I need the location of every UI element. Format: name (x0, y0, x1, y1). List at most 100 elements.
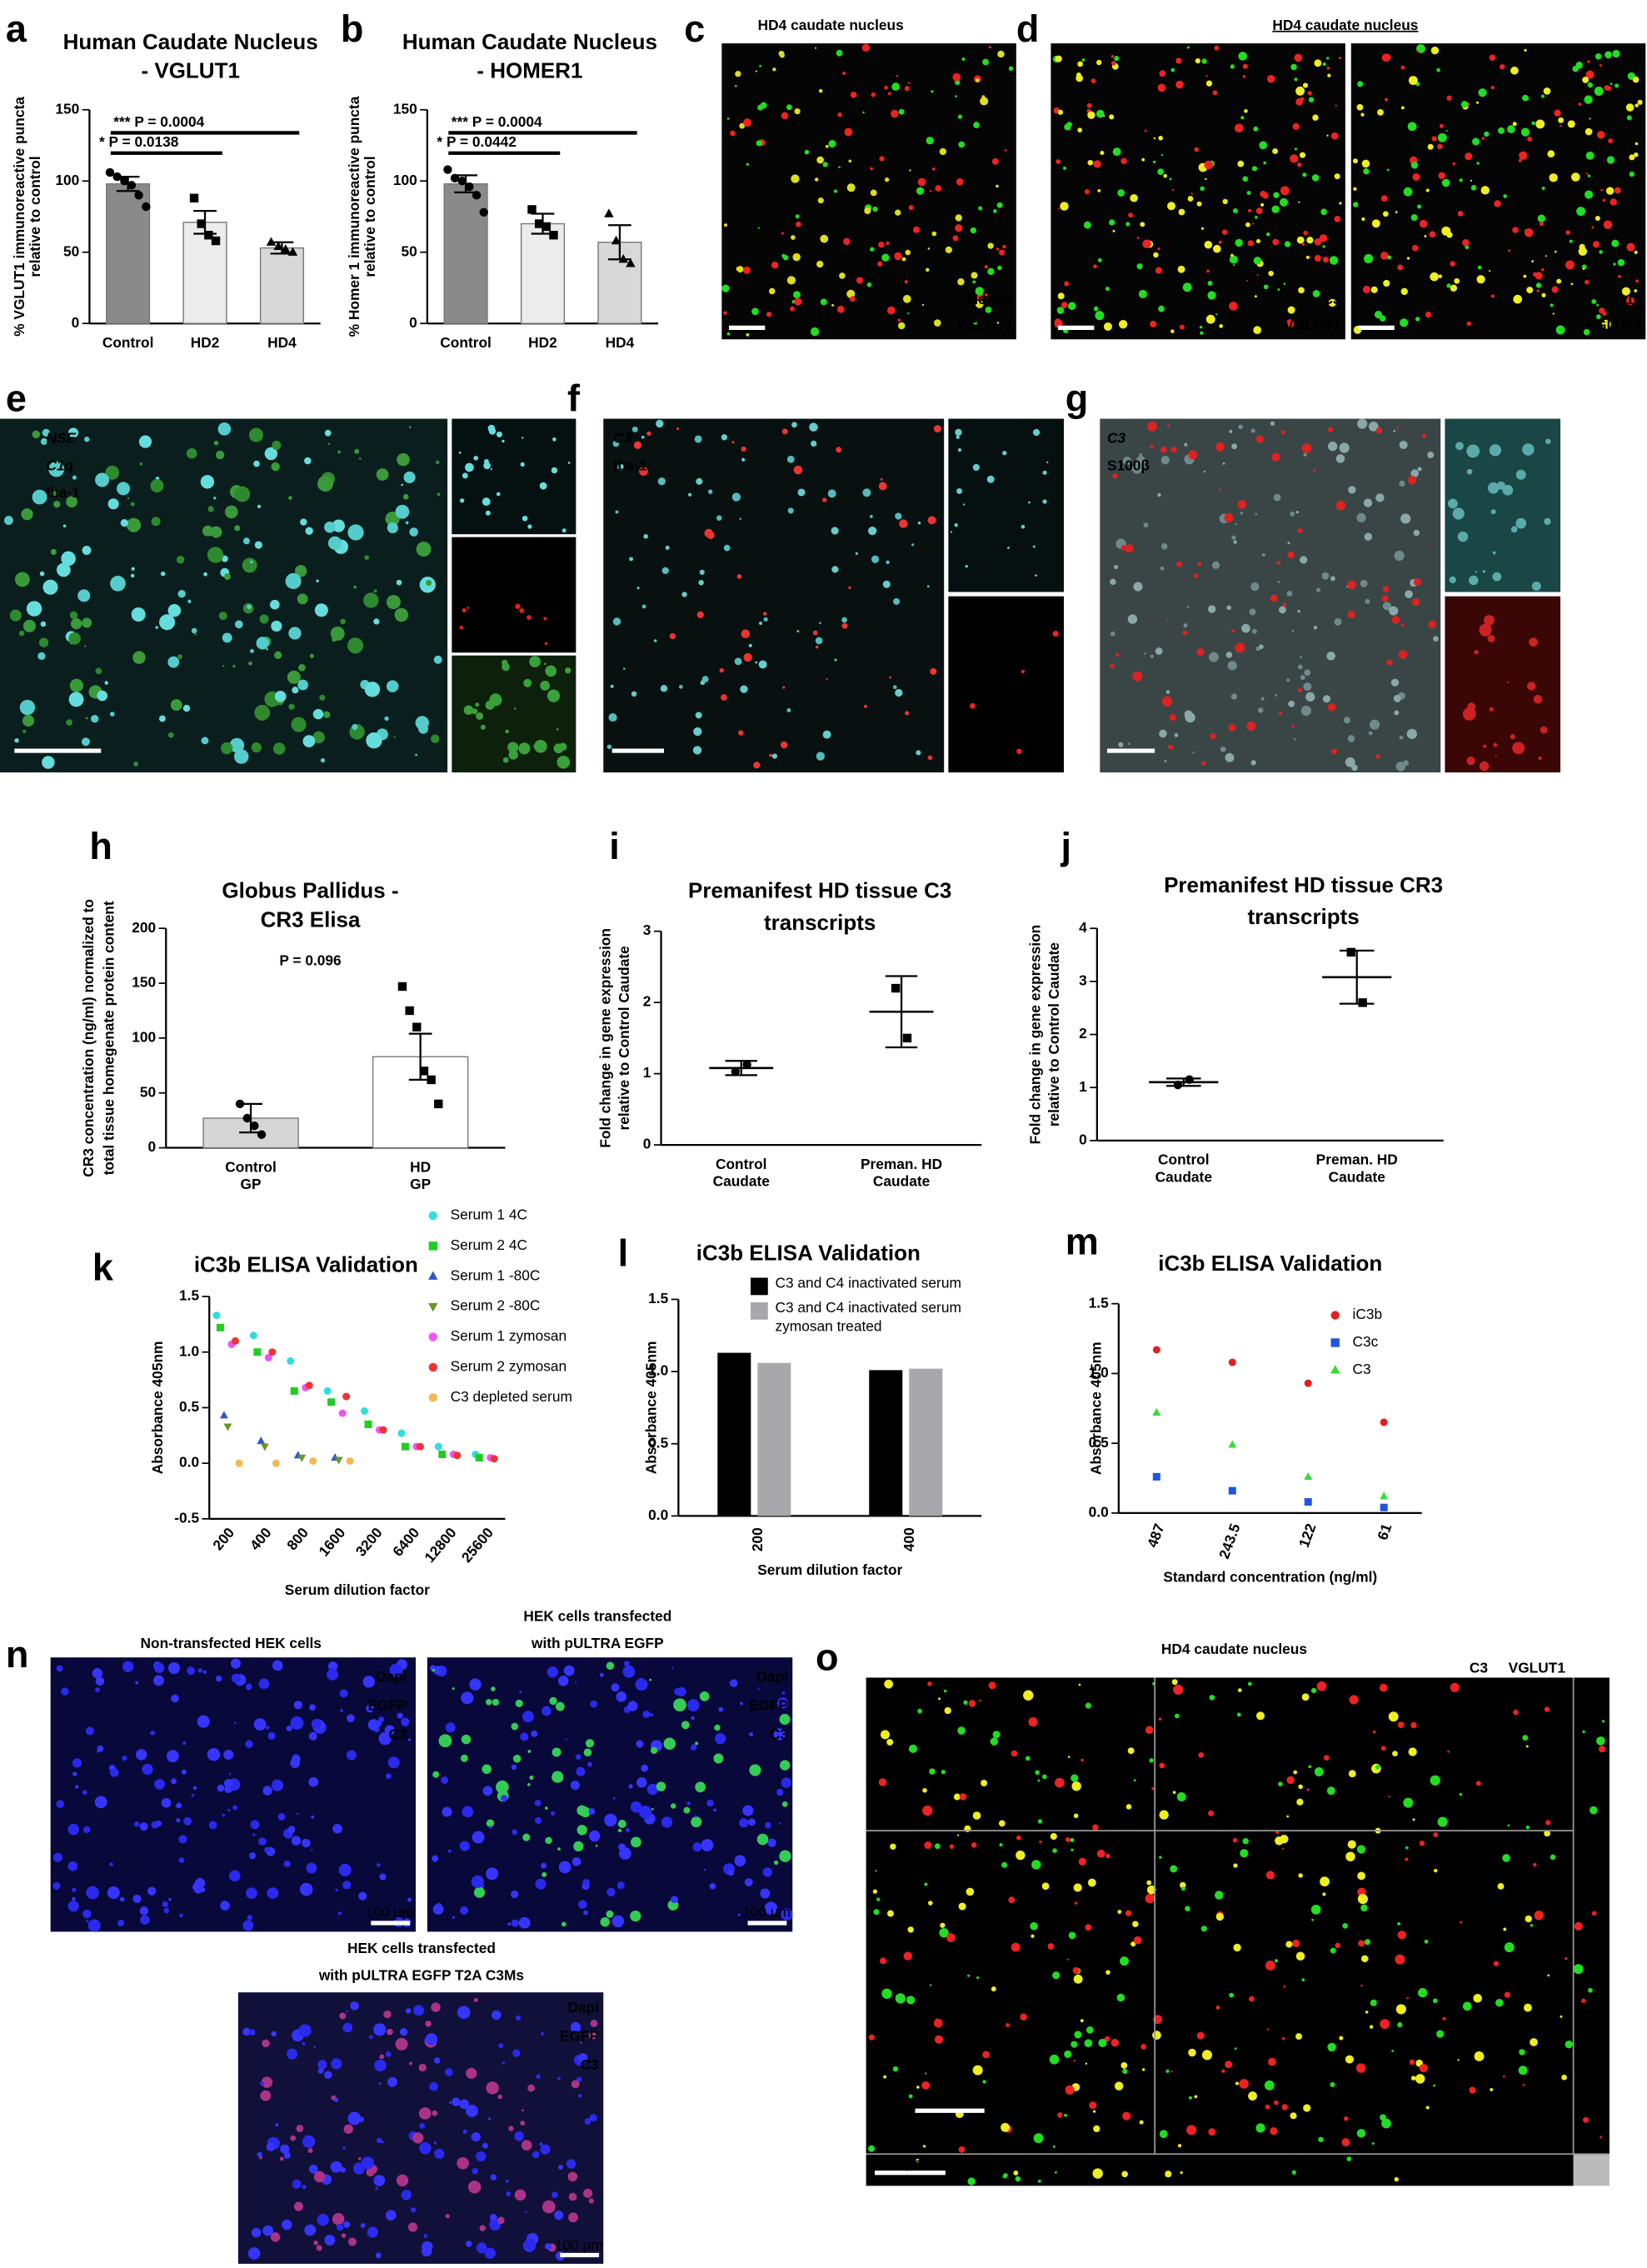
puncta (346, 1750, 357, 1761)
puncta (1215, 313, 1218, 316)
puncta (1525, 1745, 1529, 1748)
puncta (1605, 51, 1613, 59)
puncta (1538, 756, 1542, 761)
puncta (1261, 552, 1265, 557)
puncta (480, 724, 486, 730)
puncta (1201, 2050, 1213, 2061)
puncta (395, 504, 410, 519)
puncta (1276, 561, 1281, 566)
puncta (519, 607, 525, 613)
puncta (656, 1781, 666, 1791)
x-tick-label: Control (716, 1156, 767, 1172)
puncta (794, 297, 802, 306)
puncta (1272, 148, 1279, 154)
puncta (40, 437, 47, 445)
puncta (1301, 1978, 1305, 1981)
puncta (1140, 2044, 1146, 2050)
puncta (1524, 48, 1527, 52)
puncta (599, 1672, 604, 1677)
puncta (1231, 535, 1236, 541)
puncta (1225, 752, 1235, 762)
puncta (69, 678, 84, 692)
puncta (1329, 256, 1339, 265)
puncta (1429, 231, 1436, 238)
puncta (927, 1681, 932, 1686)
puncta (1526, 287, 1534, 294)
puncta (1214, 45, 1220, 51)
puncta (1179, 324, 1185, 330)
puncta (782, 686, 786, 689)
puncta (532, 2151, 540, 2159)
puncta (837, 112, 842, 117)
puncta (1467, 702, 1476, 711)
puncta (1479, 761, 1490, 772)
puncta (1074, 2031, 1082, 2039)
puncta (1215, 1912, 1225, 1921)
puncta (1160, 153, 1163, 157)
point (434, 1099, 443, 1109)
puncta (1286, 678, 1290, 682)
puncta (706, 531, 715, 540)
puncta (19, 699, 36, 716)
puncta (1450, 261, 1455, 267)
puncta (925, 2072, 927, 2075)
puncta (1410, 162, 1419, 169)
puncta (1515, 517, 1527, 529)
y-tick-label: 0.5 (179, 1398, 199, 1415)
puncta (1410, 469, 1420, 477)
puncta (1309, 257, 1311, 259)
puncta (971, 1842, 977, 1848)
puncta (641, 435, 645, 439)
puncta (878, 482, 887, 491)
puncta (1370, 719, 1380, 730)
puncta (1200, 1926, 1207, 1932)
puncta (1510, 526, 1518, 533)
puncta (1188, 450, 1198, 460)
puncta (467, 2181, 482, 2194)
puncta (1419, 2063, 1428, 2073)
puncta (486, 1699, 492, 1706)
puncta (1589, 117, 1591, 120)
bar (443, 182, 488, 324)
puncta (973, 321, 977, 326)
puncta (862, 111, 865, 114)
puncta (1428, 620, 1436, 628)
puncta (982, 58, 989, 66)
puncta (1165, 2171, 1172, 2178)
puncta (1381, 595, 1389, 602)
puncta (895, 209, 901, 216)
puncta (313, 2046, 317, 2049)
puncta (931, 231, 937, 237)
puncta (944, 1706, 951, 1715)
puncta (1479, 623, 1492, 637)
puncta (561, 528, 566, 533)
puncta (1513, 294, 1523, 304)
puncta (1127, 742, 1130, 745)
puncta (488, 427, 497, 435)
puncta (254, 704, 271, 721)
puncta (376, 2137, 382, 2144)
puncta (462, 472, 468, 479)
puncta (272, 440, 282, 450)
puncta (1507, 125, 1515, 133)
y-axis-label: Absorbance 405nm (643, 1341, 660, 1475)
x-tick-label: Control (440, 334, 492, 351)
puncta (846, 289, 856, 298)
puncta (366, 2168, 375, 2177)
puncta (676, 427, 680, 431)
puncta (1439, 123, 1444, 128)
puncta (846, 183, 856, 192)
puncta (723, 544, 731, 552)
y-tick-label: 150 (55, 100, 79, 117)
puncta (1208, 2128, 1216, 2136)
puncta (912, 226, 921, 233)
panel-label: j (1061, 825, 1072, 867)
puncta (1070, 1837, 1075, 1842)
puncta (895, 512, 902, 520)
puncta (927, 516, 936, 525)
puncta (330, 2161, 342, 2173)
puncta (1110, 2038, 1120, 2047)
legend-marker (428, 1302, 438, 1312)
puncta (72, 1758, 82, 1768)
puncta (776, 1697, 789, 1709)
